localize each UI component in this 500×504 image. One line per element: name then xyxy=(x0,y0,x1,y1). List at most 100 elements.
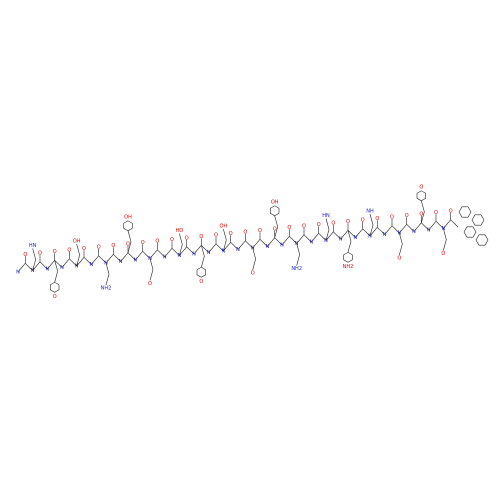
side-chain xyxy=(179,233,183,256)
atom-label: O xyxy=(317,222,321,228)
atom-label: O xyxy=(199,234,203,240)
atom-label: N xyxy=(31,268,35,274)
ring xyxy=(458,206,472,218)
atom-label: NH2 xyxy=(291,266,302,272)
side-chain xyxy=(105,262,110,286)
atom-label: O xyxy=(82,246,86,252)
atom-label: OH xyxy=(124,214,132,220)
atom-label: N xyxy=(353,235,357,241)
atom-label: O xyxy=(361,217,365,223)
atom-label: N xyxy=(368,234,372,240)
atom-label: HN xyxy=(322,213,330,219)
atom-label: N xyxy=(427,228,431,234)
atom-label: OH xyxy=(219,224,227,230)
atom-label: O xyxy=(229,231,233,237)
atom-label: N xyxy=(309,240,313,246)
atom-label: O xyxy=(23,252,27,258)
side-chain xyxy=(127,230,132,253)
atom-label: O xyxy=(243,229,247,235)
atom-label: O xyxy=(67,247,71,253)
atom-label: N xyxy=(207,250,211,256)
ring xyxy=(416,190,426,202)
atom-label: O xyxy=(419,211,423,217)
atom-label: O xyxy=(170,237,174,243)
atom-label: O xyxy=(449,208,453,214)
atom-label: N xyxy=(192,252,196,258)
atom-label: O xyxy=(302,223,306,229)
atom-label: NH xyxy=(366,209,374,215)
atom-label: N xyxy=(75,264,79,270)
side-chain xyxy=(201,245,205,268)
atom-label: O xyxy=(287,225,291,231)
side-chain xyxy=(223,228,227,252)
atom-label: N xyxy=(177,253,181,259)
atom-label: N xyxy=(45,267,49,273)
atom-label: HN xyxy=(29,243,37,249)
atom-label: N xyxy=(89,262,93,268)
side-chain xyxy=(443,228,447,251)
atom-label: OH xyxy=(73,239,81,245)
side-chain xyxy=(421,200,425,223)
side-chain xyxy=(76,243,80,267)
atom-label: O xyxy=(273,226,277,232)
backbone xyxy=(17,219,459,273)
atom-label: N xyxy=(60,265,64,271)
atom-label: N xyxy=(236,247,240,253)
ring xyxy=(475,234,489,246)
atom-label: N xyxy=(339,237,343,243)
atom-label: OH xyxy=(271,199,279,205)
atom-label: HO xyxy=(175,228,183,234)
atom-label: O xyxy=(214,232,218,238)
atom-label: O xyxy=(97,244,101,250)
atom-label: O xyxy=(258,228,262,234)
atom-label: NH2 xyxy=(101,286,112,292)
side-chain xyxy=(296,243,300,266)
side-chain xyxy=(399,232,403,256)
atom-label: O xyxy=(397,256,401,262)
atom-label: N xyxy=(324,238,328,244)
atom-label: NH2 xyxy=(343,264,354,270)
atom-label: O xyxy=(199,279,203,285)
side-chain xyxy=(347,230,352,253)
atom-label: O xyxy=(390,214,394,220)
atom-label: O xyxy=(148,281,152,287)
atom-label: O xyxy=(111,243,115,249)
side-chain xyxy=(149,258,154,281)
atom-label: N xyxy=(133,258,137,264)
ring xyxy=(343,251,353,263)
ring xyxy=(471,214,485,226)
atom-label: O xyxy=(405,213,409,219)
atom-label: O xyxy=(126,241,130,247)
atom-label: O xyxy=(155,238,159,244)
atom-label: O xyxy=(251,271,255,277)
atom-label: N xyxy=(280,243,284,249)
ring xyxy=(270,205,280,217)
atom-label: N xyxy=(16,270,20,276)
ring xyxy=(123,220,133,232)
atom-label: O xyxy=(141,240,145,246)
atom-label: O xyxy=(375,216,379,222)
atom-label: N xyxy=(119,259,123,265)
atom-label: O xyxy=(53,249,57,255)
atom-label: O xyxy=(419,184,423,190)
side-chain xyxy=(54,260,58,283)
atom-label: N xyxy=(265,244,269,250)
atom-label: O xyxy=(434,210,438,216)
ring xyxy=(50,281,60,293)
side-chain xyxy=(325,218,330,241)
atom-label: O xyxy=(441,251,445,257)
side-chain xyxy=(369,213,374,237)
side-chain xyxy=(252,247,256,271)
side-chain xyxy=(274,215,278,238)
atom-label: O xyxy=(38,250,42,256)
atom-label: N xyxy=(221,249,225,255)
ring xyxy=(196,266,206,278)
atom-label: O xyxy=(346,219,350,225)
atom-label: N xyxy=(163,255,167,261)
atom-label: O xyxy=(185,235,189,241)
atom-label: O xyxy=(331,220,335,226)
side-chain xyxy=(32,248,36,271)
atom-label: O xyxy=(53,294,57,300)
